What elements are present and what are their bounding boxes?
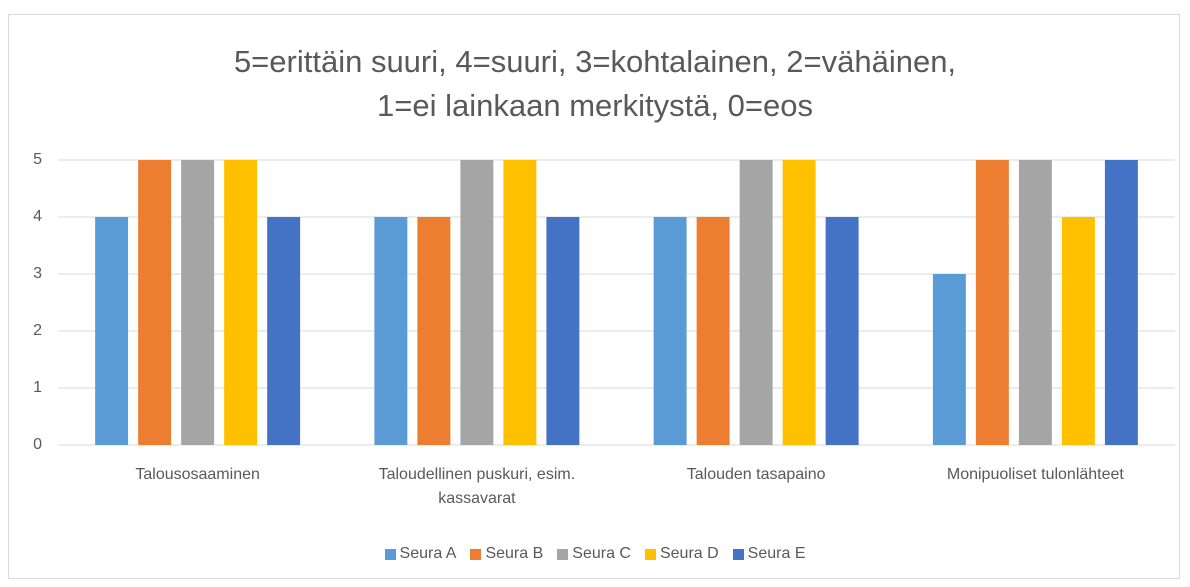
legend-label: Seura C [572, 545, 631, 562]
bar [825, 217, 859, 445]
legend-item: Seura C [557, 545, 631, 563]
bar [460, 160, 494, 445]
y-tick-label: 0 [33, 436, 42, 453]
bar [224, 160, 258, 445]
bar [1061, 217, 1095, 445]
bar [696, 217, 730, 445]
bar [546, 217, 580, 445]
bar [1018, 160, 1052, 445]
bar [782, 160, 816, 445]
bar [95, 217, 129, 445]
x-tick-label: Talousosaaminen [135, 466, 260, 483]
legend-item: Seura A [384, 545, 457, 563]
legend-item: Seura D [644, 545, 719, 563]
bar [503, 160, 537, 445]
legend-label: Seura D [659, 545, 719, 562]
bar [374, 217, 408, 445]
y-tick-label: 5 [33, 151, 42, 168]
bar [138, 160, 172, 445]
bar [1104, 160, 1138, 445]
legend-swatch [644, 548, 656, 560]
bar [181, 160, 215, 445]
y-tick-label: 4 [33, 208, 42, 225]
x-tick-label: Taloudellinen puskuri, esim. kassavarat [378, 466, 576, 507]
chart-title: 5=erittäin suuri, 4=suuri, 3=kohtalainen… [233, 44, 957, 123]
bar [417, 217, 451, 445]
legend-swatch [470, 548, 482, 560]
x-tick-label: Talouden tasapaino [686, 466, 826, 483]
legend-swatch [557, 548, 569, 560]
legend: Seura A Seura B Seura C Seura D Seura E [0, 545, 1190, 563]
legend-label: Seura A [399, 545, 457, 562]
legend-label: Seura B [485, 545, 544, 562]
bar [975, 160, 1009, 445]
bar [267, 217, 301, 445]
legend-label: Seura E [747, 545, 806, 562]
chart-frame [8, 14, 1180, 579]
legend-swatch [732, 548, 744, 560]
legend-item: Seura E [732, 545, 806, 563]
bar [653, 217, 687, 445]
bar [932, 274, 966, 445]
x-tick-label: Monipuoliset tulonlähteet [946, 466, 1124, 483]
legend-item: Seura B [470, 545, 543, 563]
y-tick-label: 3 [33, 265, 42, 282]
legend-swatch [384, 548, 396, 560]
bar [739, 160, 773, 445]
y-tick-label: 1 [33, 379, 42, 396]
y-tick-label: 2 [33, 322, 42, 339]
